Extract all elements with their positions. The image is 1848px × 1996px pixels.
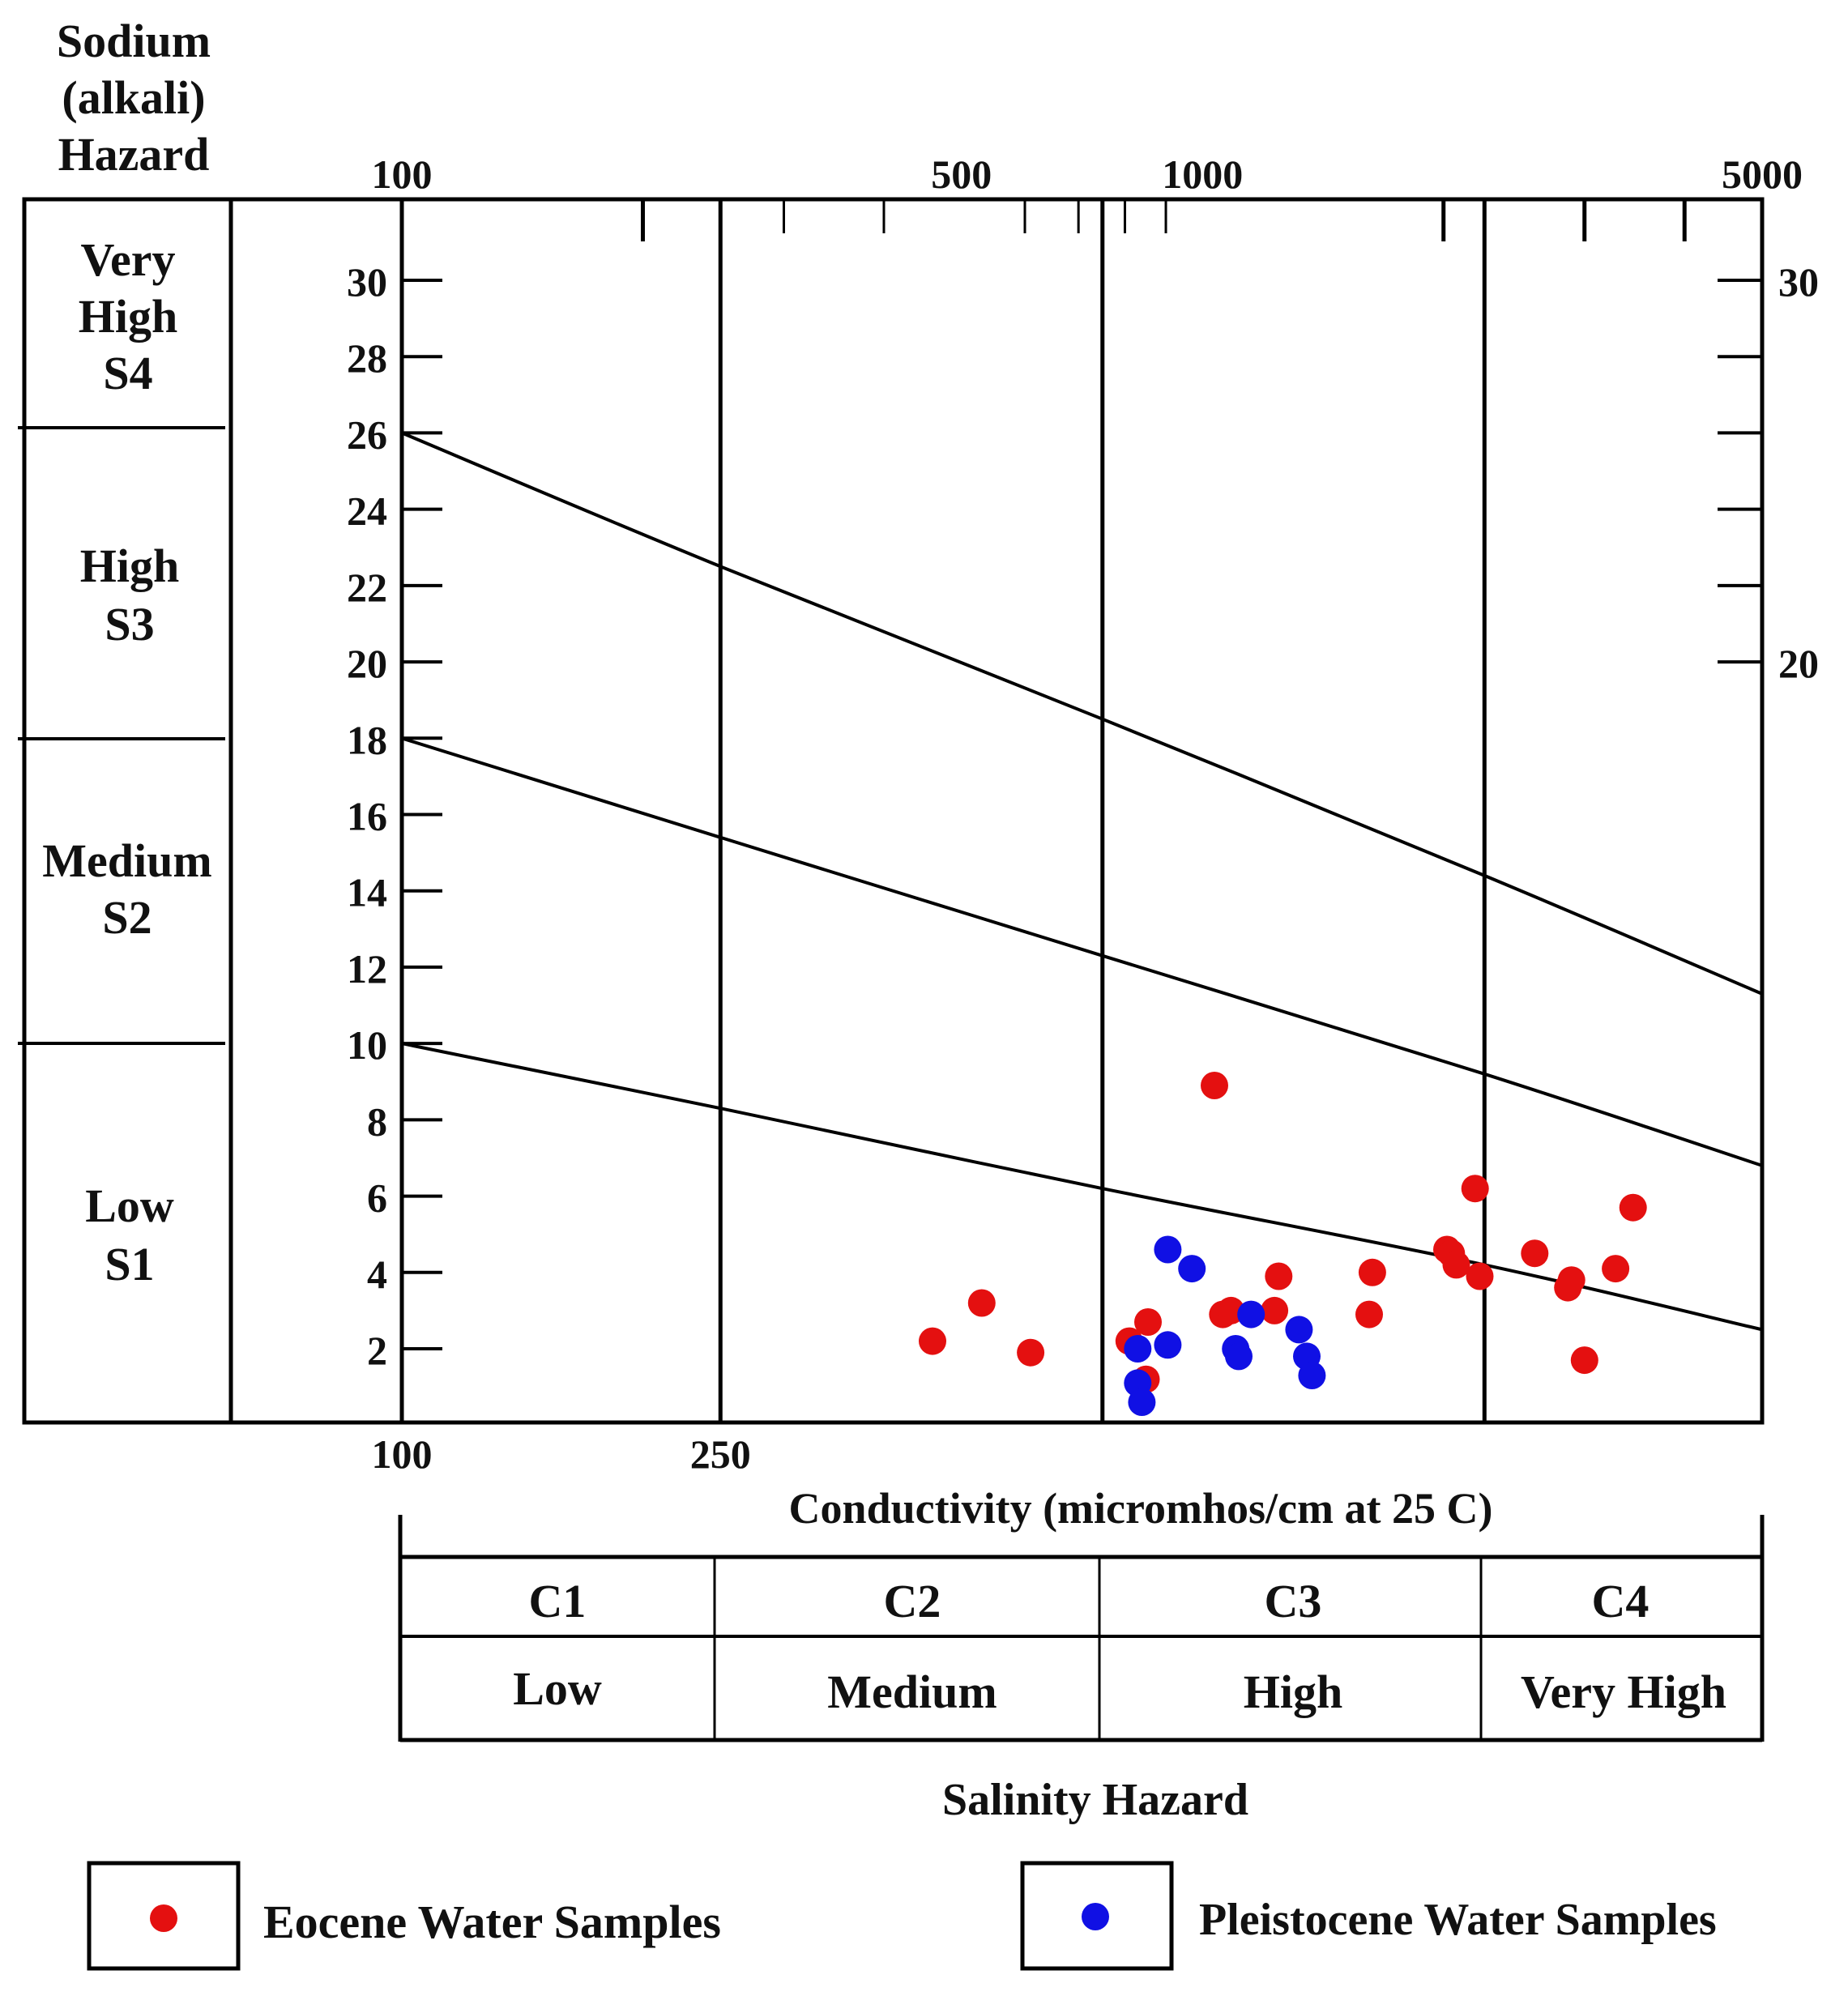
point-eocene-water-samples-13: [1355, 1300, 1383, 1329]
hazard-line-s2-s3-boundary: [401, 736, 1763, 1167]
x-top-tick-label-500: 500: [931, 151, 992, 197]
x-top-tick-label-5000: 5000: [1722, 151, 1803, 197]
y-title-line-3: Hazard: [58, 128, 210, 181]
point-pleistocene-water-samples-6: [1128, 1388, 1156, 1416]
y-tick-label-4: 4: [367, 1252, 387, 1297]
sodium-class-s3-line-2: S3: [105, 598, 154, 650]
salinity-boundary-lines: [399, 199, 1487, 1422]
point-eocene-water-samples-2: [967, 1289, 996, 1317]
y-tick-label-6: 6: [367, 1175, 387, 1221]
salinity-code-c3: C3: [1265, 1575, 1322, 1627]
sodium-class-s2-line-2: S2: [102, 891, 152, 944]
legend-box-eocene: [87, 1861, 241, 1971]
sodium-class-s4-line-3: S4: [103, 347, 152, 399]
y-right-tick-label-30: 30: [1778, 259, 1819, 305]
salinity-label-c3: High: [1244, 1665, 1343, 1718]
point-pleistocene-water-samples-3: [1154, 1331, 1182, 1359]
sodium-class-s1-line-1: Low: [85, 1179, 174, 1232]
y-tick-label-2: 2: [367, 1328, 387, 1373]
sodium-class-labels: Very High S4 High S3 Medium S2 Low S1: [42, 233, 211, 1290]
point-pleistocene-water-samples-8: [1225, 1342, 1253, 1371]
sodium-hazard-lines: [401, 431, 1763, 1332]
y-tick-label-20: 20: [347, 641, 387, 686]
point-eocene-water-samples-19: [1521, 1239, 1549, 1268]
hazard-line-s3-s4-boundary: [401, 431, 1763, 996]
salinity-label-c4: Very High: [1521, 1665, 1726, 1718]
x-bottom-tick-label-250: 250: [690, 1431, 751, 1477]
point-eocene-water-samples-21: [1557, 1266, 1586, 1294]
y-tick-label-8: 8: [367, 1098, 387, 1144]
y-right-tick-label-20: 20: [1778, 641, 1819, 686]
sodium-class-s2-line-1: Medium: [42, 834, 211, 887]
series-pleistocene-water-samples: [1124, 1235, 1326, 1416]
legend: Eocene Water Samples Pleistocene Water S…: [87, 1861, 1717, 1971]
salinity-code-c4: C4: [1592, 1575, 1650, 1627]
legend-label-pleistocene: Pleistocene Water Samples: [1199, 1895, 1717, 1945]
y-tick-label-28: 28: [347, 335, 387, 381]
point-pleistocene-water-samples-2: [1178, 1255, 1206, 1283]
y-tick-label-26: 26: [347, 412, 387, 457]
point-pleistocene-water-samples-1: [1154, 1235, 1182, 1264]
y-tick-label-10: 10: [347, 1022, 387, 1068]
legend-item-eocene: Eocene Water Samples: [87, 1861, 721, 1971]
y-tick-label-22: 22: [347, 565, 387, 610]
salinity-hazard-title: Salinity Hazard: [942, 1775, 1248, 1825]
x-top-tick-label-100: 100: [372, 151, 433, 197]
salinity-label-c1: Low: [513, 1662, 602, 1715]
point-eocene-water-samples-3: [1017, 1338, 1045, 1367]
point-eocene-water-samples-11: [1265, 1262, 1293, 1290]
x-axis-ticks: 100 500 1000 5000 100 250: [372, 151, 1803, 1477]
salinity-class-table: [398, 1515, 1765, 1742]
sodium-class-dividers: [18, 426, 225, 1045]
sodium-class-s3-line-1: High: [80, 540, 180, 592]
y-tick-label-16: 16: [347, 794, 387, 839]
point-eocene-water-samples-23: [1602, 1255, 1630, 1283]
y-title-line-2: (alkali): [62, 71, 205, 124]
x-top-tick-label-1000: 1000: [1162, 151, 1243, 197]
legend-item-pleistocene: Pleistocene Water Samples: [1020, 1861, 1717, 1971]
sodium-class-s4-line-2: High: [79, 290, 178, 343]
series-eocene-water-samples: [919, 1072, 1647, 1393]
y-tick-label-30: 30: [347, 259, 387, 305]
y-axis-title: Sodium (alkali) Hazard: [57, 15, 211, 181]
point-eocene-water-samples-17: [1461, 1175, 1489, 1203]
point-eocene-water-samples-1: [919, 1327, 946, 1355]
y-tick-label-18: 18: [347, 717, 387, 762]
point-pleistocene-water-samples-9: [1237, 1300, 1265, 1329]
salinity-class-labels: C1 C2 C3 C4 Low Medium High Very High: [513, 1575, 1726, 1718]
sodium-class-s1-line-2: S1: [105, 1238, 154, 1290]
point-eocene-water-samples-12: [1358, 1258, 1386, 1286]
y-tick-label-14: 14: [347, 870, 387, 915]
legend-marker-pleistocene: [1082, 1903, 1109, 1930]
sodium-class-s4-line-1: Very: [80, 233, 175, 286]
legend-label-eocene: Eocene Water Samples: [263, 1896, 721, 1948]
y-tick-label-24: 24: [347, 488, 387, 534]
y-title-line-1: Sodium: [57, 15, 211, 67]
point-eocene-water-samples-22: [1570, 1346, 1598, 1375]
salinity-label-c2: Medium: [827, 1665, 997, 1718]
y-tick-label-12: 12: [347, 946, 387, 992]
salinity-code-c2: C2: [884, 1575, 941, 1627]
salinity-code-c1: C1: [529, 1575, 587, 1627]
point-eocene-water-samples-18: [1466, 1262, 1494, 1290]
data-points: [919, 1072, 1647, 1416]
point-eocene-water-samples-16: [1442, 1251, 1470, 1279]
point-eocene-water-samples-10: [1261, 1296, 1289, 1324]
plot-frame: [228, 197, 1765, 1425]
point-pleistocene-water-samples-4: [1124, 1335, 1152, 1363]
x-axis-title: Conductivity (micromhos/cm at 25 C): [789, 1484, 1493, 1533]
point-eocene-water-samples-7: [1201, 1072, 1228, 1099]
legend-marker-eocene: [150, 1904, 177, 1932]
point-eocene-water-samples-24: [1619, 1193, 1647, 1222]
point-pleistocene-water-samples-12: [1298, 1362, 1326, 1389]
x-bottom-tick-label-100: 100: [372, 1431, 433, 1477]
legend-box-pleistocene: [1020, 1861, 1174, 1971]
point-pleistocene-water-samples-10: [1285, 1316, 1313, 1344]
point-eocene-water-samples-5: [1134, 1308, 1162, 1336]
